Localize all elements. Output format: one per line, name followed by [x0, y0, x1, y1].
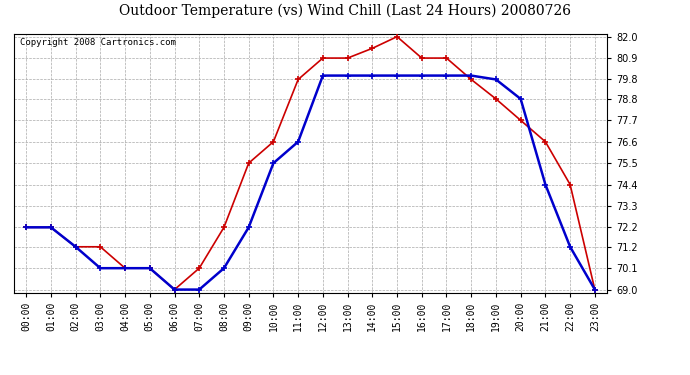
Text: Copyright 2008 Cartronics.com: Copyright 2008 Cartronics.com [20, 38, 176, 46]
Text: Outdoor Temperature (vs) Wind Chill (Last 24 Hours) 20080726: Outdoor Temperature (vs) Wind Chill (Las… [119, 4, 571, 18]
